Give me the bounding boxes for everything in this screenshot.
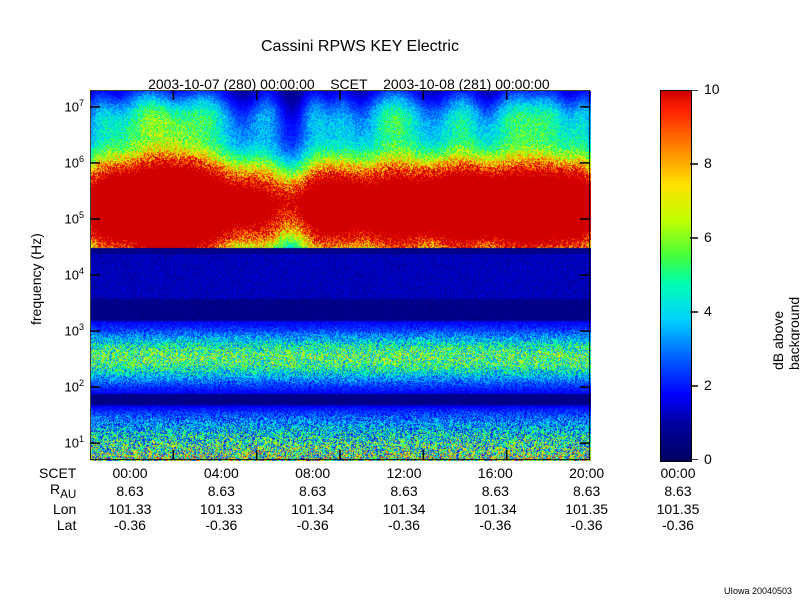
x-axis-table: SCET00:0004:0008:0012:0016:0020:0000:00R… <box>35 465 724 533</box>
x-axis-cell: 08:00 <box>267 465 358 481</box>
colorbar-tick: 4 <box>704 303 712 319</box>
x-axis-cell: 00:00 <box>84 465 175 481</box>
x-axis-cell: 101.34 <box>358 501 449 517</box>
y-tick: 104 <box>44 266 84 282</box>
x-axis-cell: 8.63 <box>450 481 541 501</box>
y-axis-label: frequency (Hz) <box>28 233 44 325</box>
x-axis-cell: -0.36 <box>84 517 175 533</box>
x-axis-cell: 101.35 <box>541 501 632 517</box>
x-axis-cell: 101.35 <box>632 501 723 517</box>
x-axis-cell: -0.36 <box>176 517 267 533</box>
y-tick: 106 <box>44 154 84 170</box>
x-axis-cell: 8.63 <box>267 481 358 501</box>
x-axis-cell: -0.36 <box>267 517 358 533</box>
x-axis-cell: 12:00 <box>358 465 449 481</box>
y-tick: 101 <box>44 434 84 450</box>
x-axis-cell: 04:00 <box>176 465 267 481</box>
colorbar-tick: 8 <box>704 155 712 171</box>
x-axis-cell: 101.34 <box>267 501 358 517</box>
colorbar-tick: 0 <box>704 451 712 467</box>
x-axis-cell: 101.34 <box>450 501 541 517</box>
x-axis-cell: 20:00 <box>541 465 632 481</box>
x-axis-row-label: SCET <box>35 465 84 481</box>
x-axis-row-label: Lon <box>35 501 84 517</box>
x-axis-cell: 16:00 <box>450 465 541 481</box>
x-axis-cell: -0.36 <box>450 517 541 533</box>
x-axis-cell: -0.36 <box>358 517 449 533</box>
x-axis-cell: -0.36 <box>632 517 723 533</box>
x-axis-cell: 8.63 <box>358 481 449 501</box>
x-axis-cell: 101.33 <box>176 501 267 517</box>
colorbar-tick: 6 <box>704 229 712 245</box>
subtitle: 2003-10-07 (280) 00:00:00 SCET 2003-10-0… <box>95 60 595 92</box>
y-tick: 107 <box>44 98 84 114</box>
x-axis-cell: 8.63 <box>632 481 723 501</box>
image-caption: UIowa 20040503 <box>724 586 792 596</box>
y-tick: 103 <box>44 322 84 338</box>
colorbar-tick: 10 <box>704 81 720 97</box>
main-title: Cassini RPWS KEY Electric <box>230 38 490 56</box>
x-axis-row-label: Lat <box>35 517 84 533</box>
x-axis-cell: -0.36 <box>541 517 632 533</box>
x-axis-cell: 8.63 <box>84 481 175 501</box>
colorbar-label: dB above background (7%) <box>770 297 800 370</box>
y-tick: 102 <box>44 378 84 394</box>
x-axis-row-label: RAU <box>35 481 84 501</box>
x-axis-cell: 8.63 <box>541 481 632 501</box>
x-axis-cell: 8.63 <box>176 481 267 501</box>
colorbar-tick: 2 <box>704 377 712 393</box>
y-tick: 105 <box>44 210 84 226</box>
x-axis-cell: 101.33 <box>84 501 175 517</box>
x-axis-cell: 00:00 <box>632 465 723 481</box>
colorbar-ticks <box>660 90 706 460</box>
plot-frame <box>90 90 590 460</box>
